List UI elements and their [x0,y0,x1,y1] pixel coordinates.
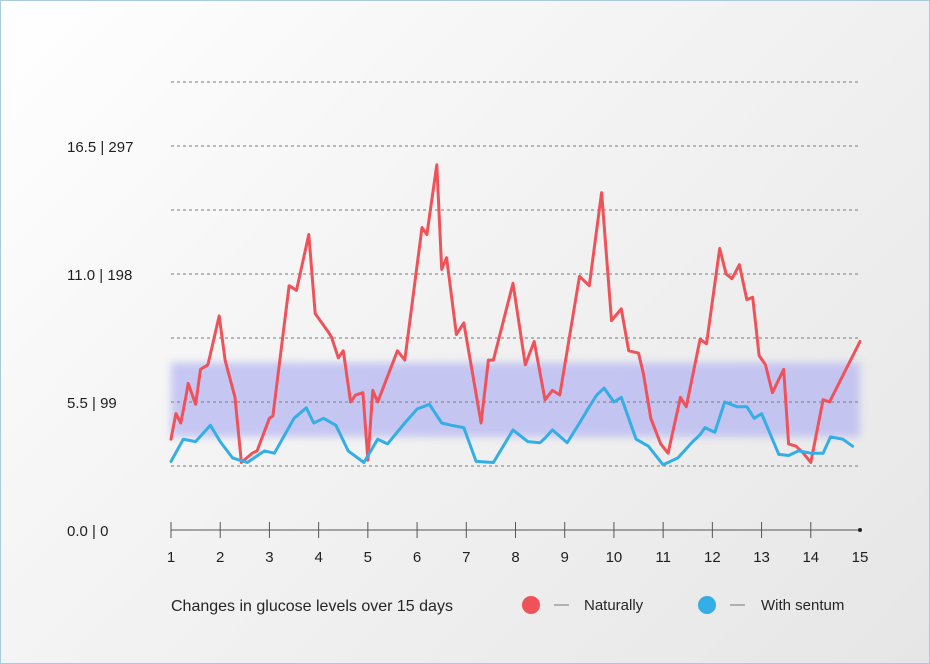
x-tick-label-2: 2 [216,549,224,566]
legend-label-naturally: Naturally [584,597,644,614]
x-axis-label: Changes in glucose levels over 15 days [171,598,453,615]
x-tick-label-4: 4 [314,549,322,566]
y-tick-label-1: 5.5 | 99 [67,395,117,412]
x-tick-label-9: 9 [561,549,569,566]
x-axis-end-dot [858,528,862,532]
x-tick-label-13: 13 [753,549,770,566]
x-tick-label-12: 12 [704,549,721,566]
y-tick-label-3: 16.5 | 297 [67,139,133,156]
legend-label-with-sentum: With sentum [761,597,844,614]
x-tick-label-3: 3 [265,549,273,566]
x-tick-label-10: 10 [606,549,623,566]
x-tick-label-6: 6 [413,549,421,566]
target-range-band [171,362,860,437]
legend-marker-naturally [522,596,540,614]
x-tick-label-5: 5 [364,549,372,566]
y-tick-label-2: 11.0 | 198 [67,267,132,284]
x-tick-label-14: 14 [802,549,819,566]
series-line-with-sentum [169,386,855,467]
legend-marker-with-sentum [698,596,716,614]
x-tick-label-1: 1 [167,549,175,566]
x-tick-label-7: 7 [462,549,470,566]
x-tick-label-8: 8 [511,549,519,566]
series-line-naturally [169,163,862,464]
x-tick-label-15: 15 [852,549,869,566]
y-tick-label-0: 0.0 | 0 [67,523,108,540]
x-tick-label-11: 11 [655,549,671,566]
